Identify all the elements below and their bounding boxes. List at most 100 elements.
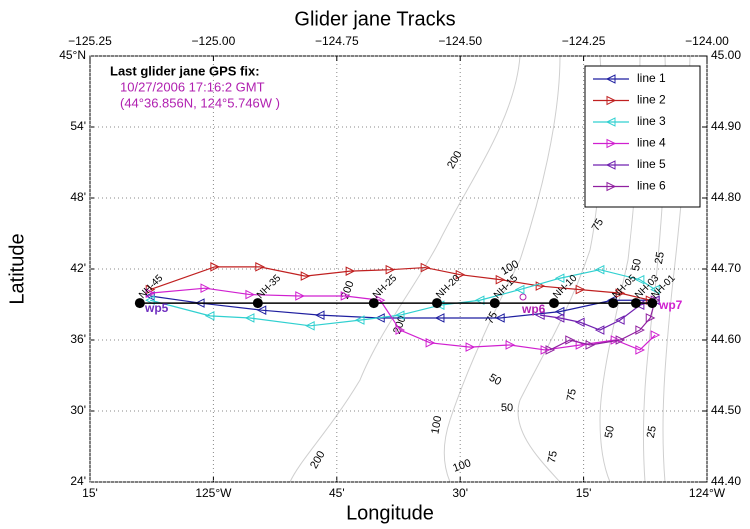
y2-tick-label: 44.90	[711, 119, 741, 133]
track-point	[420, 262, 431, 273]
legend-marker	[606, 181, 617, 192]
track-point	[204, 311, 215, 321]
annotation: Last glider jane GPS fix:	[110, 63, 260, 78]
track-point	[505, 340, 516, 350]
legend-marker	[605, 160, 616, 170]
contour-label: 50	[630, 258, 644, 272]
y-tick-label: 48'	[70, 190, 86, 204]
track-point	[200, 283, 211, 293]
track-point	[354, 315, 365, 325]
contour	[289, 55, 521, 483]
x-tick-label: 15'	[576, 486, 592, 500]
track-point	[210, 262, 220, 272]
track-line	[150, 295, 656, 319]
track-point	[145, 295, 155, 306]
last-fix-marker	[519, 293, 527, 301]
contour-label: 75	[565, 388, 579, 402]
contour	[443, 55, 561, 483]
contour-label: 75	[590, 217, 607, 234]
track-line	[150, 287, 656, 351]
track-point	[650, 330, 661, 340]
legend-label: line 5	[637, 157, 666, 171]
y-tick-label: 30'	[70, 403, 86, 417]
track-point	[594, 264, 605, 275]
x-tick-label: 124°W	[689, 486, 726, 500]
legend-label: line 1	[637, 71, 666, 85]
x2-tick-label: −125.25	[68, 34, 112, 48]
track-point	[635, 325, 645, 335]
track-point	[610, 335, 621, 345]
legend-label: line 6	[637, 179, 666, 193]
track-point	[545, 345, 556, 355]
track-point	[554, 313, 565, 323]
track-point	[245, 289, 256, 300]
x2-tick-label: −124.75	[315, 34, 359, 48]
track-line	[549, 300, 656, 351]
y2-tick-label: 44.40	[711, 474, 741, 488]
track-point	[455, 269, 466, 280]
legend-box	[584, 65, 701, 208]
waypoint-label: wp7	[658, 298, 683, 312]
track-point	[345, 266, 356, 276]
track-point	[255, 262, 265, 272]
x2-tick-label: −124.50	[438, 34, 482, 48]
track-point	[554, 273, 565, 284]
contour-label: 100	[451, 457, 472, 475]
track-point	[340, 291, 351, 301]
y-axis-label: Latitude	[6, 233, 28, 304]
annotation: (44°36.856N, 124°5.746W )	[120, 95, 280, 110]
track-point	[645, 313, 656, 323]
y-tick-label: 24'	[70, 474, 86, 488]
waypoint-label: wp6	[521, 302, 546, 316]
x-tick-label: 30'	[452, 486, 468, 500]
track-point	[575, 317, 585, 328]
track-point	[615, 315, 625, 325]
track-point	[474, 295, 485, 306]
track-point	[385, 264, 396, 275]
track-point	[650, 284, 660, 295]
legend-marker	[606, 95, 617, 106]
waypoint-label: wp5	[144, 301, 169, 315]
y2-tick-label: 44.80	[711, 190, 741, 204]
track-point	[585, 340, 596, 350]
track-point	[375, 313, 385, 323]
y-tick-label: 54'	[70, 119, 86, 133]
track-point	[256, 305, 267, 315]
chart-title: Glider jane Tracks	[294, 8, 455, 30]
y2-tick-label: 44.50	[711, 403, 741, 417]
legend-label: line 3	[637, 114, 666, 128]
y-tick-label: 42'	[70, 261, 86, 275]
track-point	[434, 313, 445, 323]
track-point	[540, 345, 551, 355]
contour-label: 25	[645, 425, 659, 439]
track-point	[295, 291, 305, 301]
contour-label: 50	[501, 402, 513, 414]
track-point	[514, 284, 525, 295]
y2-tick-label: 44.70	[711, 261, 741, 275]
track-point	[634, 274, 645, 285]
track-point	[575, 284, 586, 295]
track-point	[565, 335, 575, 345]
contour-label: 200	[339, 279, 357, 300]
track-point	[615, 288, 626, 298]
track-point	[425, 338, 436, 348]
x-tick-label: 45'	[329, 486, 345, 500]
track-point	[465, 342, 476, 352]
y2-tick-label: 45.00	[711, 48, 741, 62]
legend-marker	[605, 74, 616, 84]
annotation: 10/27/2006 17:16:2 GMT	[120, 79, 265, 94]
legend-marker	[606, 138, 617, 149]
track-point	[495, 313, 505, 323]
track-point	[594, 325, 605, 335]
track-point	[305, 320, 315, 331]
y2-tick-label: 44.60	[711, 332, 741, 346]
track-point	[314, 310, 325, 320]
legend-label: line 4	[637, 136, 666, 150]
track-point	[615, 335, 626, 345]
contour-label: 75	[546, 450, 560, 464]
x-tick-label: 15'	[82, 486, 98, 500]
x2-tick-label: −124.00	[685, 34, 729, 48]
track-point	[535, 310, 545, 320]
y-tick-label: 36'	[70, 332, 86, 346]
